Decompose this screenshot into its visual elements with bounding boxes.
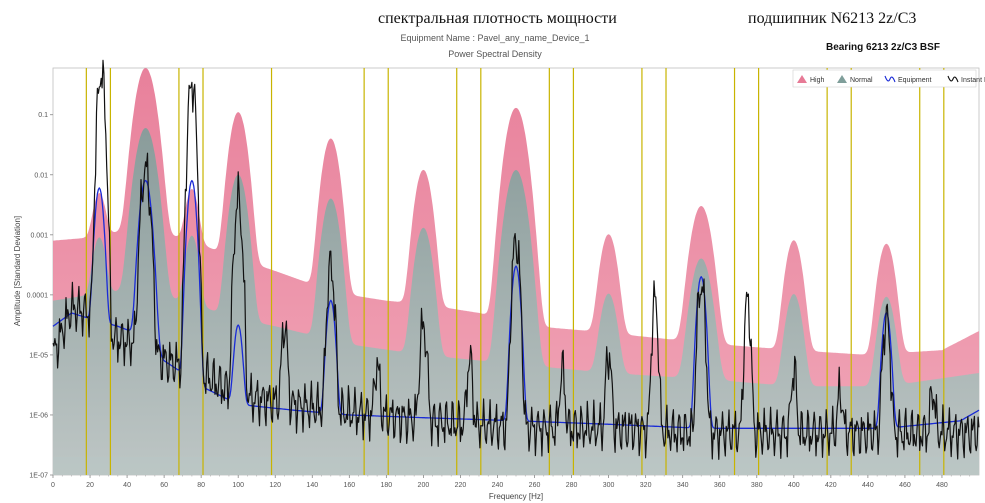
x-tick-label: 20 [86, 482, 94, 489]
x-tick-label: 220 [455, 482, 467, 489]
legend-item-instant: Instant PSD [947, 75, 985, 84]
legend-label-instant: Instant PSD [961, 77, 985, 84]
y-tick-label: 1E-05 [29, 352, 48, 359]
x-tick-label: 60 [160, 482, 168, 489]
x-tick-label: 480 [936, 482, 948, 489]
bearing-title: подшипник N6213 2z/C3 [748, 10, 917, 27]
bsf-label: Bearing 6213 2z/C3 BSF [826, 42, 940, 53]
equipment-line [52, 179, 980, 429]
x-tick-label: 420 [825, 482, 837, 489]
x-tick-label: 380 [751, 482, 763, 489]
y-axis-title: Amplitude [Standard Deviation] [13, 216, 22, 326]
legend-item-equipment: Equipment [884, 75, 932, 84]
x-tick-label: 340 [677, 482, 689, 489]
line-series-group [52, 59, 980, 460]
chart-subtitle: Power Spectral Density [448, 49, 542, 59]
x-tick-label: 140 [306, 482, 318, 489]
legend: High Normal Equipment Instant PSD [792, 69, 985, 88]
legend-label-equipment: Equipment [898, 77, 932, 84]
y-tick-label: 1E-06 [29, 412, 48, 419]
x-tick-label: 40 [123, 482, 131, 489]
axes: 0 20 40 60 80 100 120 140 160 180 200 220 240 260 280 3… [27, 112, 971, 489]
y-tick-label: 1E-07 [29, 473, 48, 480]
equipment-name: Equipment Name : Pavel_any_name_Device_1 [400, 33, 590, 43]
instant-line [52, 59, 980, 460]
x-tick-label: 300 [603, 482, 615, 489]
y-tick-label: 0.001 [30, 232, 48, 239]
legend-swatch-equipment [884, 75, 896, 83]
x-tick-label: 0 [51, 482, 55, 489]
x-tick-label: 440 [862, 482, 874, 489]
x-tick-label: 280 [566, 482, 578, 489]
x-tick-label: 120 [269, 482, 281, 489]
x-tick-label: 400 [788, 482, 800, 489]
x-tick-label: 180 [381, 482, 393, 489]
legend-swatch-normal [837, 75, 847, 83]
x-tick-label: 360 [714, 482, 726, 489]
x-tick-label: 240 [492, 482, 504, 489]
y-tick-label: 0.01 [34, 172, 48, 179]
normal-floor [53, 456, 979, 475]
y-tick-label: 0.1 [38, 112, 48, 119]
x-tick-label: 460 [899, 482, 911, 489]
y-tick-label: 0.0001 [27, 292, 49, 299]
normal-area [53, 128, 979, 475]
legend-swatch-instant [947, 75, 959, 83]
x-tick-label: 320 [640, 482, 652, 489]
legend-swatch-high [797, 75, 807, 83]
x-tick-label: 160 [343, 482, 355, 489]
chart-title-ru: спектральная плотность мощности [378, 10, 617, 27]
legend-item-normal: Normal [837, 75, 873, 84]
x-tick-label: 260 [529, 482, 541, 489]
legend-item-high: High [797, 75, 825, 84]
x-tick-label: 80 [197, 482, 205, 489]
x-tick-label: 100 [232, 482, 244, 489]
legend-label-high: High [810, 77, 825, 84]
legend-label-normal: Normal [850, 77, 873, 84]
x-axis-title: Frequency [Hz] [489, 492, 543, 501]
x-tick-label: 200 [418, 482, 430, 489]
area-series-group [53, 68, 979, 475]
